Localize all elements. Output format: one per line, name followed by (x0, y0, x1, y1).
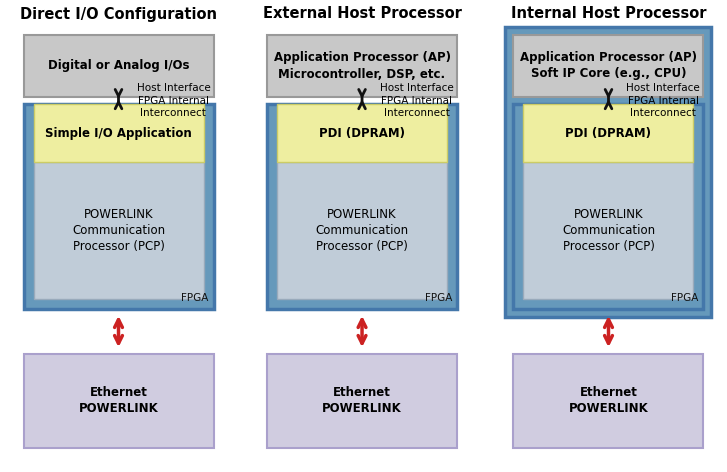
Text: Ethernet
POWERLINK: Ethernet POWERLINK (569, 387, 648, 415)
Bar (33, 104, 204, 162)
Text: POWERLINK
Communication
Processor (PCP): POWERLINK Communication Processor (PCP) (316, 208, 409, 253)
Text: Host Interface
FPGA Internal
Interconnect: Host Interface FPGA Internal Interconnec… (627, 83, 700, 118)
Text: FPGA: FPGA (181, 293, 209, 303)
Text: POWERLINK
Communication
Processor (PCP): POWERLINK Communication Processor (PCP) (72, 208, 165, 253)
Text: FPGA: FPGA (425, 293, 452, 303)
Text: Internal Host Processor: Internal Host Processor (511, 7, 706, 22)
Text: Ethernet
POWERLINK: Ethernet POWERLINK (79, 387, 158, 415)
Bar (23, 35, 214, 97)
Bar (277, 104, 447, 162)
Bar (267, 354, 457, 448)
Bar (513, 35, 704, 97)
Bar (513, 354, 704, 448)
Bar (505, 27, 712, 317)
Bar (33, 162, 204, 299)
Text: Ethernet
POWERLINK: Ethernet POWERLINK (322, 387, 402, 415)
Text: FPGA: FPGA (671, 293, 699, 303)
Text: Direct I/O Configuration: Direct I/O Configuration (20, 7, 217, 22)
Bar (23, 354, 214, 448)
Bar (513, 104, 704, 309)
Bar (23, 104, 214, 309)
Bar (267, 35, 457, 97)
Text: PDI (DPRAM): PDI (DPRAM) (566, 126, 651, 140)
Bar (277, 162, 447, 299)
Text: Application Processor (AP)
Soft IP Core (e.g., CPU): Application Processor (AP) Soft IP Core … (520, 51, 697, 81)
Text: External Host Processor: External Host Processor (262, 7, 462, 22)
Text: POWERLINK
Communication
Processor (PCP): POWERLINK Communication Processor (PCP) (562, 208, 655, 253)
Text: Host Interface
FPGA Internal
Interconnect: Host Interface FPGA Internal Interconnec… (380, 83, 454, 118)
Bar (523, 104, 694, 162)
Text: PDI (DPRAM): PDI (DPRAM) (319, 126, 405, 140)
Bar (267, 104, 457, 309)
Text: Host Interface
FPGA Internal
Interconnect: Host Interface FPGA Internal Interconnec… (137, 83, 210, 118)
Text: Application Processor (AP)
Microcontroller, DSP, etc.: Application Processor (AP) Microcontroll… (273, 51, 451, 81)
Text: Simple I/O Application: Simple I/O Application (45, 126, 192, 140)
Text: Digital or Analog I/Os: Digital or Analog I/Os (48, 59, 189, 73)
Bar (523, 162, 694, 299)
